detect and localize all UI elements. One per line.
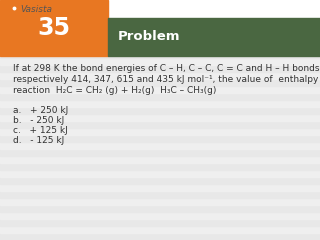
Bar [0, 51, 320, 58]
Text: b.   - 250 kJ: b. - 250 kJ [13, 116, 64, 125]
Bar [0, 2, 320, 9]
Bar [0, 212, 320, 219]
Bar [0, 142, 320, 149]
Bar [0, 44, 320, 51]
Bar [0, 58, 320, 65]
Bar [0, 0, 320, 18]
Bar [0, 23, 320, 30]
Bar [0, 72, 320, 79]
Bar [0, 170, 320, 177]
Bar [0, 128, 320, 135]
Bar [0, 30, 320, 37]
Bar [0, 93, 320, 100]
Bar [0, 107, 320, 114]
Bar [0, 114, 320, 121]
Bar [0, 163, 320, 170]
Bar [0, 37, 320, 44]
Bar [0, 191, 320, 198]
Text: 35: 35 [37, 16, 70, 40]
Bar [0, 184, 320, 191]
Text: reaction  H₂C = CH₂ (g) + H₂(g)  H₃C – CH₃(g): reaction H₂C = CH₂ (g) + H₂(g) H₃C – CH₃… [13, 86, 216, 95]
Bar [0, 0, 108, 56]
Text: Problem: Problem [118, 30, 180, 43]
Bar [0, 9, 320, 16]
Bar [0, 177, 320, 184]
Text: a.   + 250 kJ: a. + 250 kJ [13, 106, 68, 115]
Bar [0, 0, 320, 2]
Bar [0, 100, 320, 107]
Bar [0, 121, 320, 128]
Bar [0, 79, 320, 86]
Bar [0, 198, 320, 205]
Text: d.   - 125 kJ: d. - 125 kJ [13, 136, 64, 145]
Bar [0, 219, 320, 226]
Bar [0, 233, 320, 240]
Bar [108, 18, 320, 56]
Bar [0, 226, 320, 233]
Bar [0, 156, 320, 163]
Text: If at 298 K the bond energies of C – H, C – C, C = C and H – H bonds are: If at 298 K the bond energies of C – H, … [13, 64, 320, 73]
Bar [0, 205, 320, 212]
Text: c.   + 125 kJ: c. + 125 kJ [13, 126, 68, 135]
Text: Vasista: Vasista [20, 5, 52, 13]
Bar [0, 135, 320, 142]
Bar [0, 65, 320, 72]
Text: respectively 414, 347, 615 and 435 kJ mol⁻¹, the value of  enthalpy change for t: respectively 414, 347, 615 and 435 kJ mo… [13, 75, 320, 84]
Bar [0, 149, 320, 156]
Bar [0, 16, 320, 23]
Bar [0, 86, 320, 93]
